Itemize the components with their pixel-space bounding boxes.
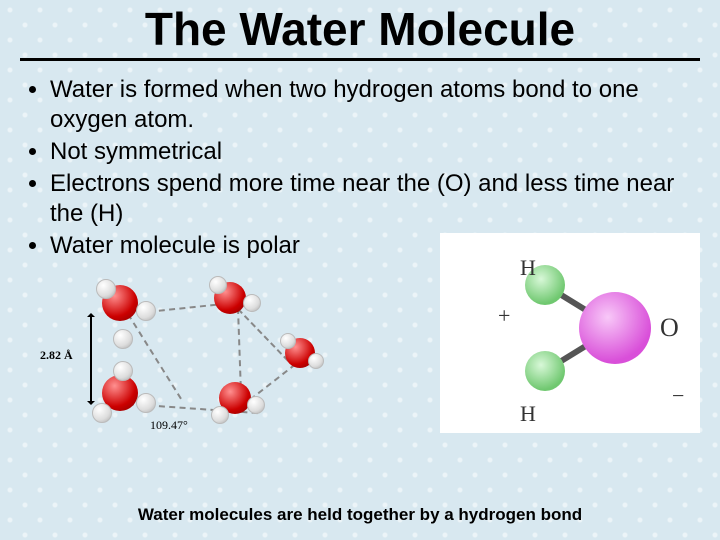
diagram-region: 2.82 Å 109.47° + − O HH	[0, 263, 720, 483]
oxygen-label: O	[660, 313, 679, 343]
title-underline	[20, 58, 700, 61]
hydrogen-atom	[136, 301, 156, 321]
distance-label: 2.82 Å	[40, 348, 73, 363]
ice-lattice-diagram: 2.82 Å 109.47°	[20, 263, 340, 463]
hydrogen-atom	[308, 353, 324, 369]
hydrogen-label: H	[520, 255, 536, 281]
hydrogen-atom	[136, 393, 156, 413]
hydrogen-atom	[280, 333, 296, 349]
hydrogen-atom	[247, 396, 265, 414]
distance-arrow	[90, 315, 92, 403]
hydrogen-atom	[113, 329, 133, 349]
hydrogen-atom	[113, 361, 133, 381]
angle-label: 109.47°	[150, 418, 188, 433]
bullet-item: Not symmetrical	[50, 137, 690, 167]
slide-title: The Water Molecule	[0, 0, 720, 56]
oxygen-lobe	[579, 292, 651, 364]
polar-molecule-diagram: + − O H H	[440, 233, 700, 433]
bullet-item: Electrons spend more time near the (O) a…	[50, 169, 690, 229]
hydrogen-atom	[243, 294, 261, 312]
caption-text: Water molecules are held together by a h…	[0, 505, 720, 525]
hydrogen-label: H	[520, 401, 536, 427]
plus-sign: +	[498, 303, 510, 329]
bullet-item: Water is formed when two hydrogen atoms …	[50, 75, 690, 135]
minus-sign: −	[672, 383, 684, 409]
hydrogen-atom	[211, 406, 229, 424]
hydrogen-atom	[96, 279, 116, 299]
hydrogen-lobe	[525, 351, 565, 391]
hydrogen-atom	[209, 276, 227, 294]
hydrogen-atom	[92, 403, 112, 423]
